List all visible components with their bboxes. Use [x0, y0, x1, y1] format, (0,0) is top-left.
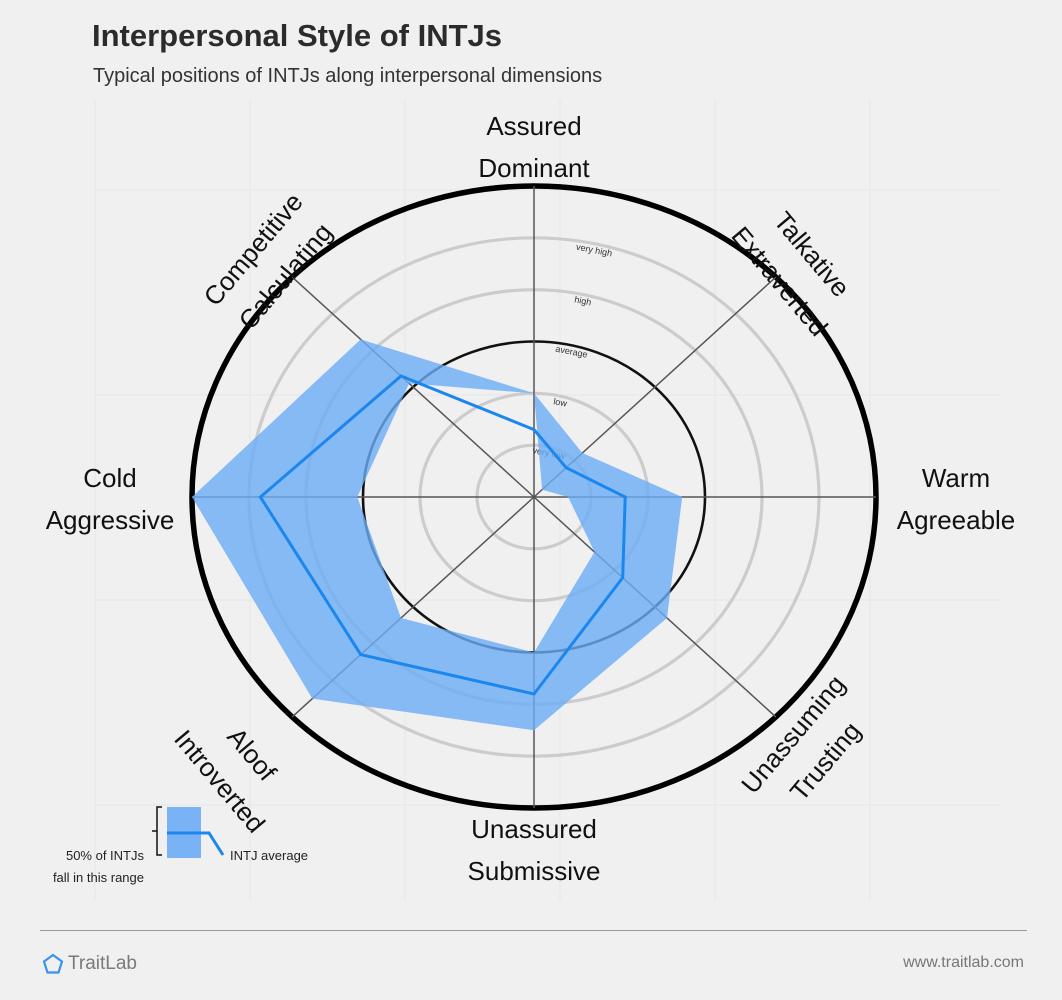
axis-label-line: Cold: [83, 463, 136, 493]
axis-label-line: Warm: [922, 463, 990, 493]
axis-label-line: Submissive: [468, 856, 601, 886]
brand-logo[interactable]: TraitLab: [42, 951, 137, 977]
level-label: low: [553, 396, 569, 408]
pentagon-icon: [42, 953, 64, 974]
axis-label-0: Assured Dominant: [478, 111, 590, 183]
legend-range-label: fall in this range: [53, 870, 144, 885]
site-url[interactable]: www.traitlab.com: [903, 954, 1024, 971]
range-band-shape: [192, 339, 683, 731]
legend-range-label: 50% of INTJs: [66, 848, 145, 863]
page-subtitle: Typical positions of INTJs along interpe…: [93, 65, 603, 87]
axis-label-4: Unassured Submissive: [468, 814, 601, 886]
axis-label-6: Cold Aggressive: [46, 463, 175, 535]
axis-label-line: Aggressive: [46, 505, 175, 535]
legend: 50% of INTJs fall in this range INTJ avera…: [53, 806, 308, 885]
average-polygon: [258, 374, 627, 696]
axis-label-line: Assured: [486, 111, 581, 141]
axis-label-2: Warm Agreeable: [897, 463, 1016, 535]
footer-divider: [40, 930, 1027, 931]
legend-bracket: [152, 806, 162, 856]
level-label: high: [574, 294, 593, 307]
legend-average-label: INTJ average: [230, 848, 308, 863]
spoke: [291, 276, 535, 498]
legend-average-swatch: [167, 831, 225, 856]
level-label: very high: [575, 242, 613, 259]
page-title: Interpersonal Style of INTJs: [92, 18, 502, 53]
average-line: [258, 374, 627, 696]
axis-label-line: Unassured: [471, 814, 597, 844]
range-band: [192, 339, 683, 731]
axis-label-line: Dominant: [478, 153, 590, 183]
axis-label-line: Agreeable: [897, 505, 1016, 535]
brand-name: TraitLab: [68, 953, 137, 974]
